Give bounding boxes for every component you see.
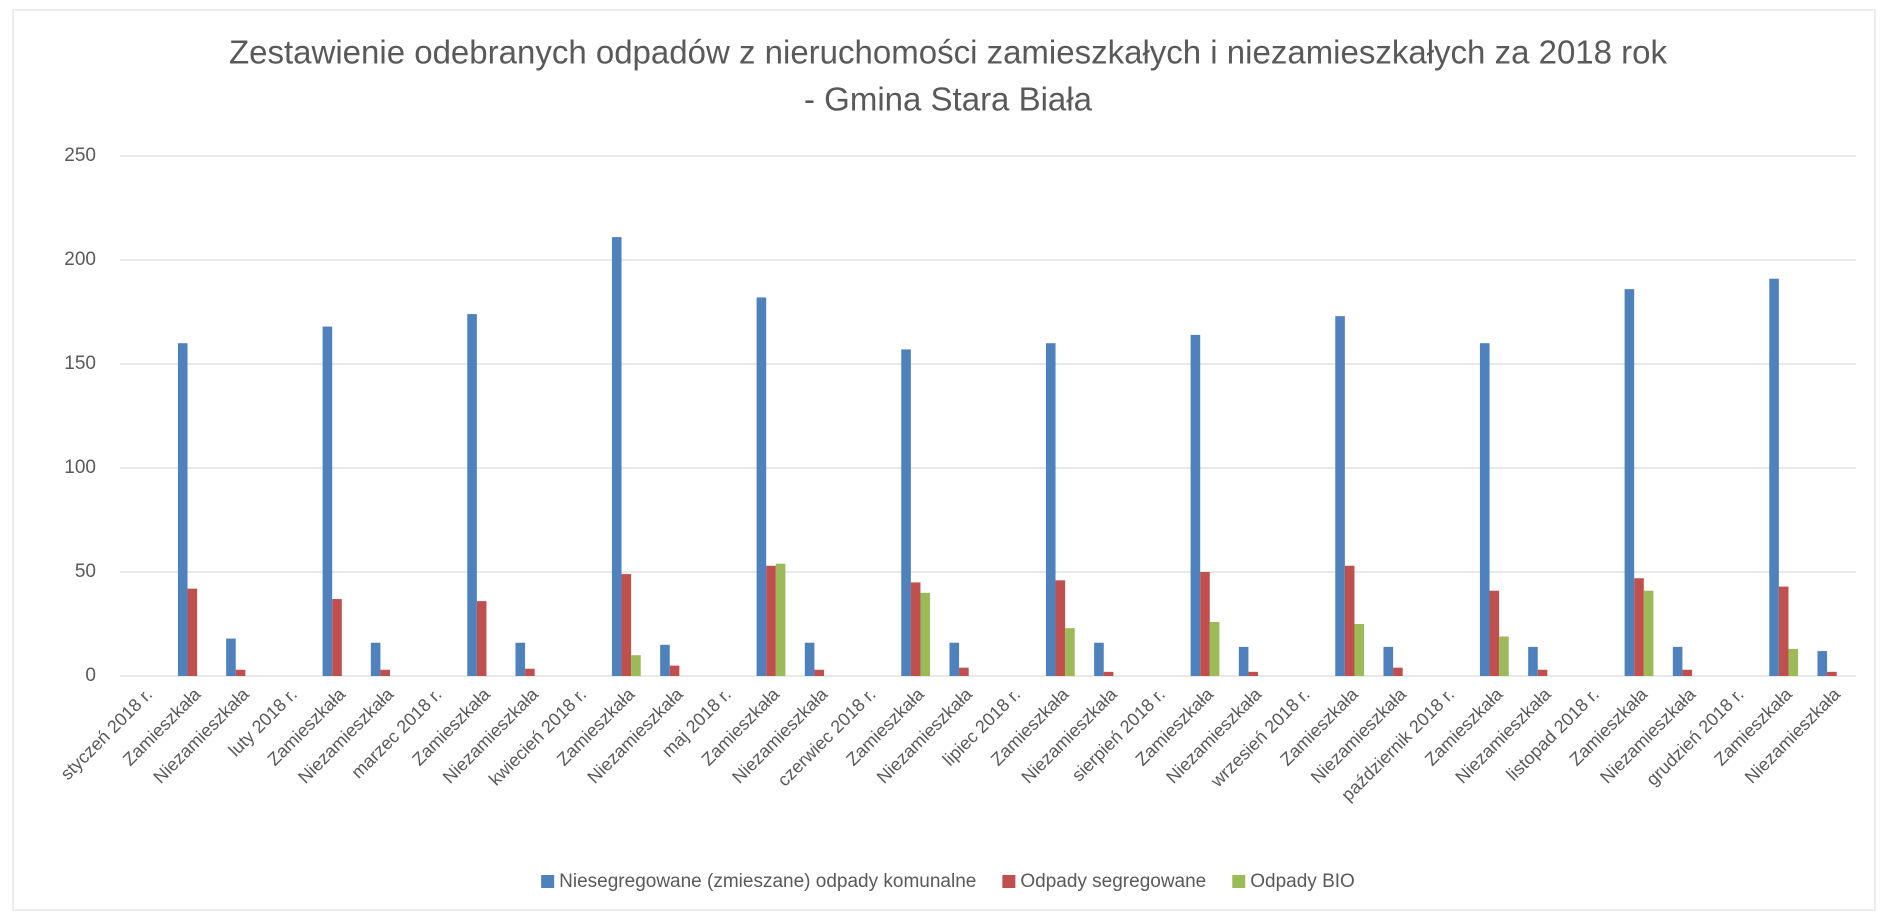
bar — [1055, 580, 1066, 676]
bar — [467, 314, 477, 676]
bar — [631, 655, 641, 676]
legend-label: Odpady BIO — [1250, 871, 1355, 892]
bar — [1489, 590, 1500, 676]
bar — [1778, 586, 1789, 676]
bar — [332, 599, 342, 676]
bar — [920, 592, 931, 676]
bar — [1344, 565, 1355, 676]
bar — [1769, 278, 1779, 676]
legend-swatch — [541, 875, 555, 888]
bar — [525, 668, 535, 676]
bar — [1643, 590, 1654, 676]
bar — [177, 343, 188, 676]
bar — [187, 588, 198, 676]
bar — [1634, 578, 1644, 676]
bar — [235, 669, 246, 676]
bar — [804, 642, 815, 676]
bar — [1624, 289, 1635, 676]
bar — [1190, 334, 1201, 676]
chart-title: Zestawienie odebranych odpadów z nieruch… — [229, 34, 1668, 71]
bar — [814, 669, 825, 676]
bar — [1537, 669, 1548, 676]
bar — [1094, 642, 1104, 676]
y-tick-label: 150 — [64, 353, 96, 374]
bar — [1827, 671, 1837, 676]
y-tick-label: 200 — [64, 249, 96, 270]
bar — [959, 667, 969, 676]
bar — [766, 565, 776, 676]
legend-swatch — [1002, 875, 1016, 888]
bar — [775, 563, 786, 676]
legend-label: Niesegregowane (zmieszane) odpady komuna… — [559, 871, 976, 892]
bar — [1200, 572, 1210, 676]
bar — [901, 349, 911, 676]
legend-label: Odpady segregowane — [1020, 871, 1206, 892]
bar — [1335, 316, 1345, 676]
y-tick-label: 0 — [85, 665, 96, 686]
bar — [1479, 343, 1490, 676]
y-tick-label: 250 — [64, 145, 96, 166]
bar — [1682, 669, 1693, 676]
bar — [611, 237, 622, 676]
y-tick-label: 50 — [75, 561, 96, 582]
bar — [1817, 651, 1828, 676]
bar — [370, 642, 381, 676]
bar — [1788, 648, 1799, 676]
bar — [1045, 343, 1056, 676]
bar — [1672, 646, 1683, 676]
bar — [621, 574, 632, 676]
y-tick-label: 100 — [64, 457, 96, 478]
bar — [1238, 646, 1249, 676]
bar — [1248, 671, 1259, 676]
legend-swatch — [1232, 875, 1246, 888]
bar — [1103, 671, 1114, 676]
chart-border — [12, 9, 1876, 911]
bar — [515, 642, 526, 676]
bar — [1528, 646, 1538, 676]
bar — [756, 297, 767, 676]
bar — [1393, 667, 1403, 676]
bar — [322, 326, 333, 676]
bar — [1209, 621, 1220, 676]
bar — [380, 669, 391, 676]
bar — [669, 665, 680, 676]
bar — [1065, 628, 1075, 676]
bar — [1383, 646, 1394, 676]
bar — [949, 642, 960, 676]
chart-title: - Gmina Stara Biała — [804, 81, 1093, 118]
bar — [226, 638, 236, 676]
bar — [476, 601, 487, 676]
bar — [1354, 624, 1365, 676]
bar — [910, 582, 921, 676]
bar — [660, 644, 670, 676]
bar — [1499, 636, 1509, 676]
